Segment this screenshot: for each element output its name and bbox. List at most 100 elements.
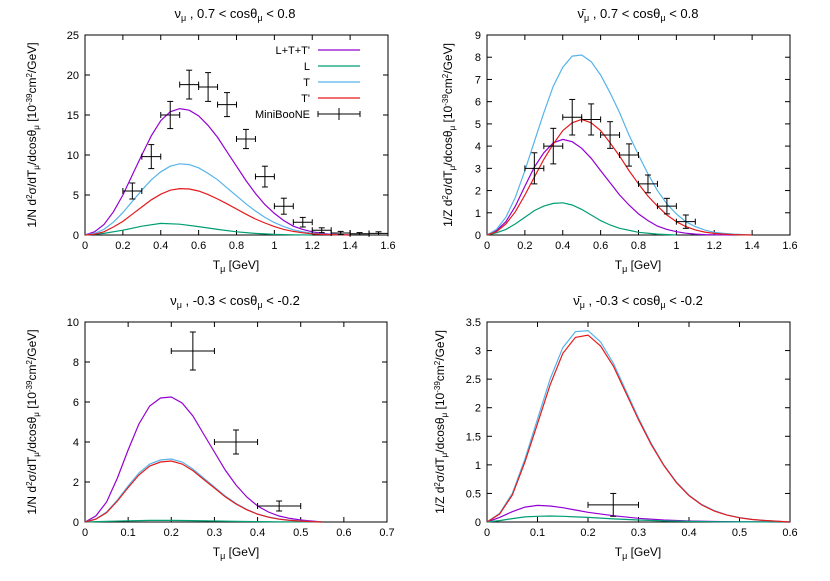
panel-2-data-points <box>524 98 696 229</box>
panel-2-miniboone-point <box>600 121 621 149</box>
panel-2-x-tick-label: 0.2 <box>517 240 532 252</box>
panel-2-y-tick-label: 8 <box>475 52 481 64</box>
panel-3-x-tick-label: 0.1 <box>120 527 135 539</box>
panel-1-x-tick-label: 0.2 <box>115 240 130 252</box>
panel-3-y-tick-label: 4 <box>73 437 79 449</box>
panel-1-curve-tprime <box>84 187 351 236</box>
panel-1-y-tick-label: 5 <box>73 190 79 202</box>
panel-2-y-tick-label: 5 <box>475 119 481 131</box>
panel-4-x-tick-label: 0.1 <box>530 527 545 539</box>
legend-label-miniboone: MiniBooNE <box>255 109 310 121</box>
panel-4-y-tick-label: 0 <box>475 517 481 529</box>
panel-4-curve-t <box>486 329 791 523</box>
legend-label-t: T <box>303 77 310 89</box>
panel-1-miniboone-point <box>349 230 370 237</box>
panel-2-x-ticks: 0 0.2 0.4 0.6 0.8 1 1.2 1.4 1.6 <box>484 35 798 252</box>
panel-3-curve-tprime <box>84 460 323 523</box>
panel-4-y-label: 1/Z d2σ/dTμ/dcosθμ [10-39cm2/GeV] <box>433 330 449 514</box>
panel-1-data-points <box>122 69 389 237</box>
panel-2-y-tick-label: 6 <box>475 97 481 109</box>
panel-3-data-points <box>170 331 302 512</box>
panel-2-miniboone-point <box>524 152 545 185</box>
panel-2-curve-t <box>486 54 753 236</box>
panel-1-x-tick-label: 1 <box>271 240 277 252</box>
legend-label-ltt: L+T+T' <box>275 45 310 57</box>
panel-4-curve-l <box>486 515 791 523</box>
panel-1-x-label: Tμ [GeV] <box>213 258 260 274</box>
panel-3-x-label: Tμ [GeV] <box>213 545 260 561</box>
panel-4-title: ν̄μ , -0.3 < cosθμ < -0.2 <box>573 293 703 310</box>
panel-2-x-tick-label: 1.6 <box>782 240 797 252</box>
panel-3-curve-l <box>84 519 323 523</box>
panel-3-x-tick-label: 0.4 <box>250 527 265 539</box>
panel-3-frame <box>84 321 388 523</box>
panel-3: νμ , -0.3 < cosθμ < -0.2 0 2 4 6 8 10 0 0.1 0.2… <box>25 293 395 561</box>
panel-1-y-label: 1/N d2σ/dTμ/dcosθμ [10-39cm2/GeV] <box>25 42 41 227</box>
panel-2-miniboone-point <box>562 98 583 136</box>
panel-2-y-tick-label: 4 <box>475 141 481 153</box>
panel-2-miniboone-point <box>656 197 677 215</box>
panel-3-y-tick-label: 8 <box>73 357 79 369</box>
legend-label-tprime: T' <box>301 93 310 105</box>
panel-2-x-tick-label: 1.2 <box>707 240 722 252</box>
panel-4-frame <box>486 321 791 523</box>
panel-2-title: ν̄μ , 0.7 < cosθμ < 0.8 <box>578 6 699 23</box>
panel-3-y-tick-label: 10 <box>67 317 79 329</box>
legend-swatch-miniboone <box>317 108 361 120</box>
panel-4-y-tick-label: 3.5 <box>466 317 481 329</box>
panel-1-curve-l <box>84 222 313 236</box>
panel-2-y-ticks: 0 1 2 3 4 5 6 7 8 9 <box>475 30 790 242</box>
panel-4-x-tick-label: 0.6 <box>782 527 797 539</box>
panel-3-x-tick-label: 0.5 <box>293 527 308 539</box>
panel-1-y-tick-label: 20 <box>67 70 79 82</box>
panel-3-title: νμ , -0.3 < cosθμ < -0.2 <box>170 293 300 310</box>
panel-2-miniboone-point <box>619 143 639 167</box>
panel-2-x-tick-label: 1 <box>673 240 679 252</box>
panel-4-x-tick-label: 0 <box>484 527 490 539</box>
panel-3-x-tick-label: 0.3 <box>207 527 222 539</box>
panel-1-miniboone-point <box>198 72 219 102</box>
panel-4-y-tick-label: 2 <box>475 403 481 415</box>
panel-2-y-tick-label: 9 <box>475 30 481 42</box>
panel-1-miniboone-point <box>217 92 237 118</box>
panel-2-y-tick-label: 0 <box>475 230 481 242</box>
panel-2-frame <box>486 34 791 236</box>
panel-1-miniboone-point <box>236 128 256 150</box>
panel-2-y-tick-label: 1 <box>475 208 481 220</box>
panel-1-miniboone-point <box>160 100 181 130</box>
panel-3-miniboone-point <box>213 429 259 455</box>
panel-1-x-tick-label: 1.2 <box>305 240 320 252</box>
panel-2-curve-l <box>486 202 677 236</box>
panel-4-x-tick-label: 0.3 <box>631 527 646 539</box>
panel-4-y-tick-label: 1 <box>475 460 481 472</box>
panel-4-y-ticks: 0 0.5 1 1.5 2 2.5 3 3.5 <box>466 317 790 529</box>
panel-1-y-tick-label: 25 <box>67 30 79 42</box>
panel-1-curve-t <box>84 163 351 236</box>
panel-3-curve-ltt <box>84 396 323 523</box>
panel-1-y-tick-label: 10 <box>67 150 79 162</box>
panel-4-x-tick-label: 0.5 <box>732 527 747 539</box>
panel-2-curves <box>486 54 753 236</box>
panel-2-y-tick-label: 7 <box>475 74 481 86</box>
panel-4-x-label: Tμ [GeV] <box>615 545 662 561</box>
panel-4-x-tick-label: 0.4 <box>681 527 696 539</box>
panel-2-miniboone-point <box>675 214 696 229</box>
legend-label-l: L <box>304 61 310 73</box>
panel-4-y-tick-label: 3 <box>475 346 481 358</box>
panel-2-x-tick-label: 0 <box>484 240 490 252</box>
panel-2-miniboone-point <box>638 174 658 194</box>
panel-3-curves <box>84 396 323 523</box>
panel-1-miniboone-point <box>122 182 143 200</box>
panel-3-x-tick-label: 0 <box>82 527 88 539</box>
panel-2-curve-ltt <box>486 138 734 236</box>
panel-1-frame <box>84 34 389 236</box>
panel-2-y-label: 1/Z d2σ/dTμ/dcosθμ [10-39cm2/GeV] <box>441 43 457 227</box>
panel-1-curve-ltt <box>84 107 351 236</box>
panel-2-curve-tprime <box>486 118 753 236</box>
panel-2-y-tick-label: 2 <box>475 186 481 198</box>
panel-1-curves <box>84 107 351 236</box>
panel-2-miniboone-point <box>543 127 564 165</box>
panel-4-curve-tprime <box>486 334 791 523</box>
